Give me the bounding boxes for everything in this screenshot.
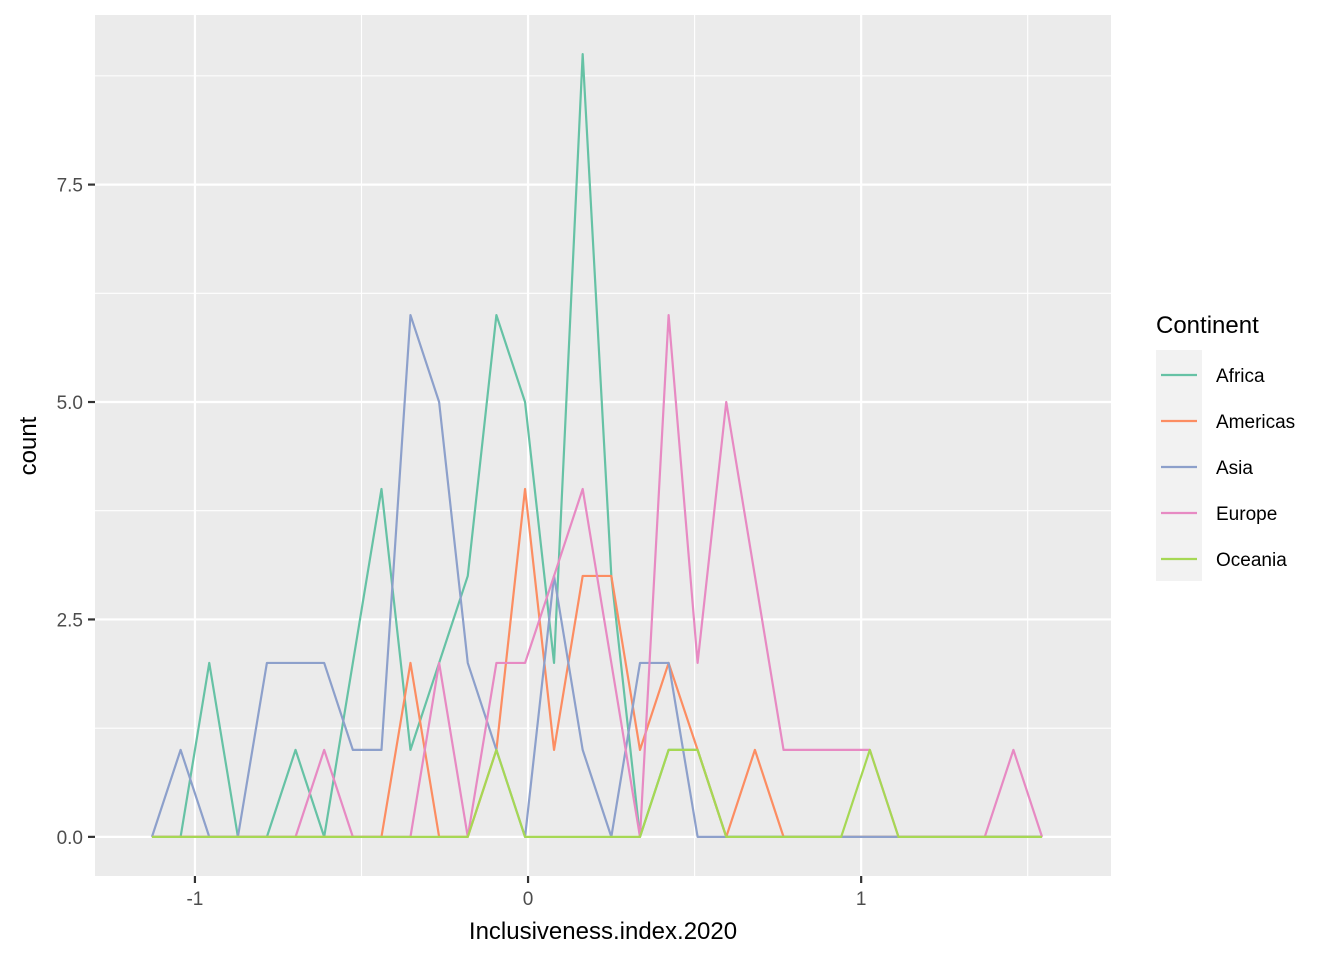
x-tick-label: -1: [186, 889, 203, 910]
y-axis-title: count: [15, 416, 42, 475]
y-tick-label: 5.0: [57, 393, 83, 414]
legend-label-europe: Europe: [1216, 504, 1277, 525]
legend: Continent Africa Americas Asia Europe Oceani…: [1156, 312, 1295, 581]
legend-label-asia: Asia: [1216, 458, 1253, 479]
legend-label-oceania: Oceania: [1216, 550, 1287, 571]
x-tick-label: 1: [856, 889, 867, 910]
x-axis-title: Inclusiveness.index.2020: [469, 918, 737, 945]
minor-gridlines: [95, 15, 1111, 876]
x-tick-label: 0: [523, 889, 534, 910]
legend-label-africa: Africa: [1216, 366, 1265, 387]
y-axis: 0.0 2.5 5.0 7.5: [57, 176, 95, 849]
legend-title: Continent: [1156, 312, 1259, 339]
x-axis: -1 0 1: [186, 876, 866, 910]
series-lines: [150, 53, 1044, 838]
y-tick-label: 0.0: [57, 828, 83, 849]
plot-panel: [95, 15, 1111, 876]
series-line-oceania: [151, 748, 1043, 838]
legend-key-background: [1156, 350, 1202, 581]
legend-label-americas: Americas: [1216, 412, 1295, 433]
series-line-asia: [150, 313, 1043, 838]
y-tick-label: 7.5: [57, 176, 83, 197]
y-tick-label: 2.5: [57, 610, 83, 631]
